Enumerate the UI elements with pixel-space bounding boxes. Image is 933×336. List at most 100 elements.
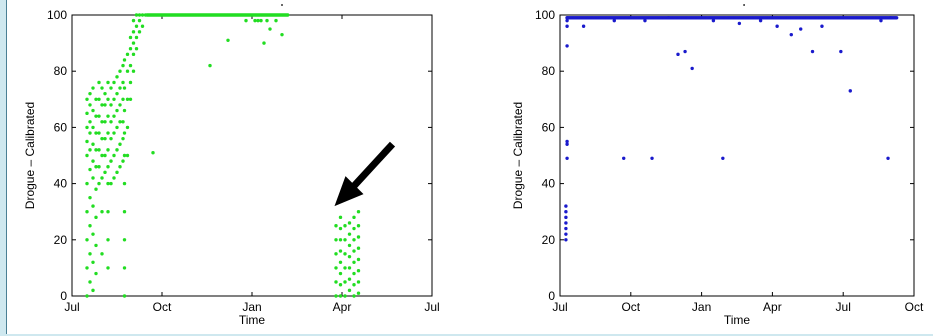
data-point	[338, 294, 343, 298]
data-point	[612, 18, 616, 23]
data-point	[106, 114, 110, 118]
data-point	[112, 153, 116, 158]
data-point	[100, 252, 104, 256]
data-point	[85, 294, 89, 298]
y-tick-label: 60	[542, 120, 556, 134]
data-point	[259, 18, 263, 23]
data-point	[100, 210, 104, 214]
data-point	[122, 210, 127, 214]
data-point	[109, 120, 113, 124]
data-point	[121, 136, 125, 141]
data-point	[94, 243, 98, 248]
data-point	[97, 114, 101, 118]
data-point	[131, 41, 136, 45]
data-point	[356, 210, 361, 214]
y-axis-label: Drogue – Calibrated	[23, 102, 37, 209]
x-tick-label: Jan	[692, 300, 711, 314]
data-point	[88, 103, 92, 107]
data-point	[85, 111, 89, 116]
data-point	[244, 18, 248, 23]
data-point	[352, 215, 356, 220]
data-point	[88, 252, 92, 256]
data-point	[128, 97, 133, 102]
data-point	[356, 246, 361, 250]
data-point	[94, 131, 98, 135]
data-point	[118, 69, 122, 73]
data-point	[115, 108, 119, 113]
data-point	[94, 114, 98, 118]
data-point	[122, 181, 127, 186]
data-point	[100, 176, 104, 180]
data-point	[85, 266, 89, 270]
data-point	[118, 103, 122, 107]
data-point	[94, 165, 98, 169]
data-point	[343, 224, 347, 228]
data-point	[131, 52, 136, 57]
stray-mark	[281, 4, 283, 6]
data-point	[112, 176, 116, 180]
data-point	[125, 97, 130, 102]
data-point	[338, 271, 343, 276]
data-point	[122, 153, 127, 158]
data-point	[690, 66, 694, 71]
data-point	[810, 49, 815, 54]
data-point	[103, 153, 107, 158]
data-point	[280, 32, 284, 37]
data-point	[338, 215, 343, 220]
data-point	[128, 80, 133, 85]
data-point	[134, 35, 139, 40]
data-point	[131, 30, 136, 34]
y-tick-label: 40	[542, 177, 556, 191]
data-point	[97, 80, 101, 85]
data-point	[343, 252, 347, 256]
data-point	[564, 232, 568, 236]
data-point	[97, 181, 101, 186]
data-point	[262, 41, 266, 45]
data-point	[115, 148, 119, 152]
data-point	[100, 120, 104, 124]
data-point	[118, 165, 122, 169]
data-point	[103, 103, 107, 107]
data-point	[894, 16, 899, 20]
data-point	[356, 280, 361, 284]
data-point	[140, 24, 145, 28]
data-point	[137, 18, 142, 23]
data-point	[352, 294, 356, 298]
data-point	[352, 226, 356, 231]
plot-area	[559, 14, 915, 297]
data-point	[208, 63, 212, 68]
data-point	[103, 120, 107, 124]
data-point	[91, 204, 95, 208]
data-point	[676, 52, 680, 57]
plot-area	[71, 14, 433, 297]
data-point	[112, 80, 116, 85]
data-point	[85, 153, 89, 158]
data-point	[97, 148, 101, 152]
x-tick-label: Apr	[763, 300, 782, 314]
data-point	[106, 148, 110, 152]
data-point	[122, 58, 127, 62]
data-point	[775, 24, 779, 28]
data-point	[125, 153, 130, 158]
data-point	[121, 159, 125, 163]
data-point	[103, 170, 107, 175]
data-point	[131, 18, 136, 23]
data-point	[134, 13, 139, 17]
data-point	[85, 139, 89, 144]
data-point	[100, 153, 104, 158]
data-point	[85, 125, 89, 130]
data-point	[565, 139, 569, 144]
x-tick-label: Oct	[905, 300, 924, 314]
data-point	[356, 224, 361, 228]
data-point	[347, 277, 352, 281]
data-point	[91, 86, 95, 90]
data-point	[143, 13, 148, 17]
data-point	[91, 125, 95, 130]
stray-mark	[743, 4, 745, 6]
y-tick-label: 0	[548, 289, 555, 303]
y-tick-label: 60	[54, 120, 68, 134]
data-point	[112, 131, 116, 135]
data-point	[347, 266, 352, 270]
data-point	[352, 283, 356, 287]
